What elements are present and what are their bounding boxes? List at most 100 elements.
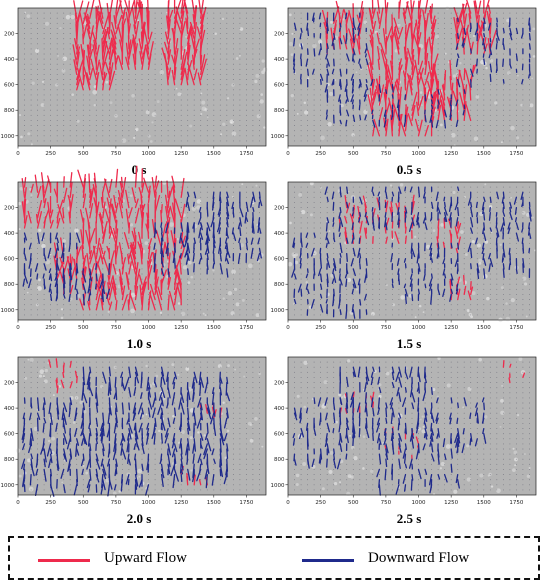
grid-dot — [259, 17, 260, 19]
grid-dot — [226, 38, 228, 40]
speckle — [256, 114, 261, 119]
grid-dot — [187, 130, 189, 132]
grid-dot — [450, 130, 452, 132]
upward-vector — [443, 73, 446, 91]
grid-dot — [30, 283, 32, 285]
grid-dot — [82, 135, 84, 137]
grid-dot — [69, 27, 71, 29]
speckle — [241, 183, 244, 186]
grid-dot — [148, 84, 149, 86]
grid-dot — [259, 212, 260, 214]
grid-dot — [259, 109, 260, 111]
upward-vector — [102, 31, 108, 55]
upward-vector — [376, 32, 381, 45]
grid-dot — [333, 99, 335, 101]
upward-vector — [27, 210, 32, 224]
grid-dot — [37, 135, 39, 137]
speckle — [247, 263, 253, 269]
upward-vector — [49, 219, 54, 229]
downward-vector — [351, 89, 354, 94]
downward-vector — [528, 73, 531, 79]
grid-dot — [69, 135, 71, 137]
grid-dot — [346, 217, 348, 219]
grid-dot — [167, 114, 169, 116]
grid-dot — [43, 68, 45, 70]
grid-dot — [529, 125, 530, 127]
speckle — [522, 276, 527, 281]
grid-dot — [259, 299, 260, 301]
grid-dot — [509, 12, 511, 14]
grid-dot — [50, 135, 52, 137]
grid-dot — [213, 58, 215, 60]
speckle — [151, 121, 154, 124]
upward-vector — [348, 28, 354, 45]
grid-dot — [24, 84, 25, 86]
grid-dot — [76, 114, 78, 116]
grid-dot — [515, 73, 517, 75]
grid-dot — [226, 119, 228, 121]
upward-vector — [56, 213, 59, 224]
downward-vector — [226, 206, 230, 217]
grid-dot — [187, 135, 189, 137]
downward-vector — [244, 212, 248, 224]
upward-vector — [376, 11, 381, 24]
grid-dot — [63, 227, 65, 229]
upward-vector — [393, 17, 400, 35]
upward-vector — [72, 44, 78, 65]
grid-dot — [219, 114, 221, 116]
grid-dot — [24, 33, 25, 35]
downward-vector — [437, 89, 440, 95]
downward-vector — [346, 109, 350, 117]
grid-dot — [457, 68, 459, 70]
grid-dot — [50, 89, 52, 91]
speckle — [145, 110, 150, 115]
grid-dot — [515, 48, 517, 50]
upward-vector — [154, 263, 157, 280]
downward-vector — [48, 268, 52, 274]
grid-dot — [219, 109, 221, 111]
upward-vector — [398, 62, 401, 86]
grid-dot — [135, 119, 136, 121]
grid-dot — [252, 73, 254, 75]
upward-vector — [41, 184, 45, 204]
grid-dot — [121, 119, 123, 121]
speckle — [478, 258, 483, 263]
grid-dot — [294, 207, 295, 209]
grid-dot — [43, 33, 45, 35]
upward-vector — [147, 300, 151, 311]
grid-dot — [378, 33, 380, 35]
grid-dot — [200, 304, 202, 306]
grid-dot — [193, 94, 195, 96]
speckle — [464, 253, 468, 257]
grid-dot — [95, 314, 97, 316]
grid-dot — [294, 217, 295, 219]
grid-dot — [515, 94, 517, 96]
speckle — [531, 77, 533, 80]
grid-dot — [213, 109, 215, 111]
upward-vector — [175, 265, 182, 285]
grid-dot — [300, 207, 302, 209]
grid-dot — [154, 68, 156, 70]
grid-dot — [154, 27, 156, 29]
upward-vector — [198, 0, 202, 14]
grid-dot — [30, 299, 32, 301]
grid-dot — [180, 104, 182, 106]
grid-dot — [213, 288, 215, 290]
grid-dot — [50, 104, 52, 106]
upward-vector — [151, 177, 156, 198]
upward-vector — [90, 58, 97, 81]
grid-dot — [489, 125, 491, 127]
grid-dot — [95, 125, 97, 127]
grid-dot — [411, 99, 413, 101]
upward-vector — [23, 186, 27, 204]
grid-dot — [24, 135, 25, 137]
grid-dot — [509, 38, 511, 40]
grid-dot — [95, 94, 97, 96]
upward-vector — [404, 24, 407, 35]
grid-dot — [352, 273, 354, 275]
grid-dot — [37, 89, 39, 91]
grid-dot — [378, 130, 380, 132]
upward-vector — [76, 79, 81, 91]
grid-dot — [226, 299, 228, 301]
downward-vector — [239, 217, 242, 227]
